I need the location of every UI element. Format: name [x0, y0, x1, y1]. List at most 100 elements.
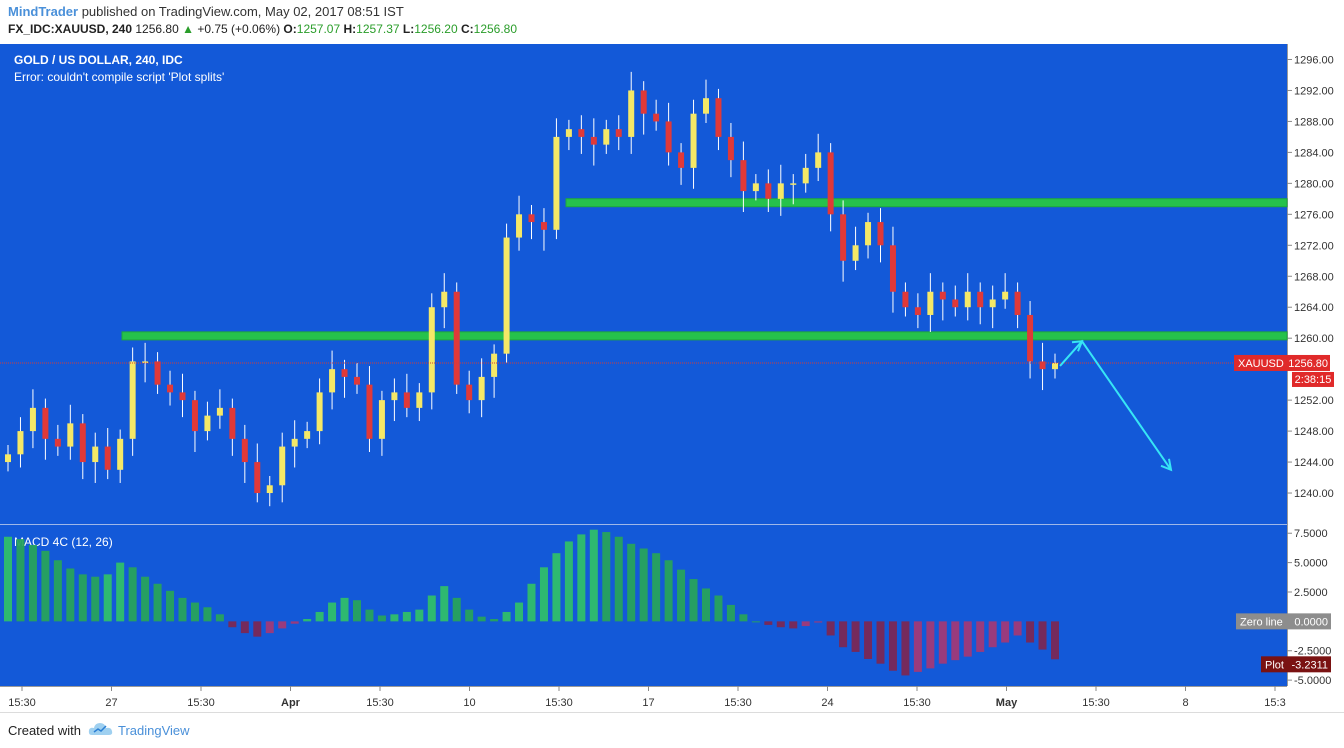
tradingview-brand-link[interactable]: TradingView [118, 723, 190, 738]
tradingview-cloud-icon[interactable] [88, 721, 114, 739]
time-tick-label: Apr [281, 697, 301, 709]
candle-down [740, 160, 747, 192]
candle-up [790, 183, 797, 185]
macd-bar [689, 579, 698, 622]
macd-bar [1051, 621, 1059, 660]
macd-bar [490, 619, 499, 622]
time-tick-label: 15:3 [1264, 697, 1285, 709]
candle-up [752, 183, 759, 192]
candle-up [503, 237, 510, 354]
candle-up [129, 361, 136, 439]
macd-bar [652, 553, 661, 622]
candle-up [291, 438, 298, 447]
macd-bar [477, 616, 486, 622]
macd-bar [776, 621, 785, 628]
candle-down [840, 214, 847, 261]
macd-tick-label: 2.5000 [1294, 587, 1328, 599]
candle-down [154, 361, 161, 385]
candle-down [104, 446, 111, 470]
candle-up [565, 129, 572, 137]
candle-up [117, 438, 124, 470]
time-tick-label: 27 [105, 697, 117, 709]
candle-down [640, 90, 647, 114]
axis-ticks: 1296.00 1292.00 1288.00 1284.00 1280.00 1276.… [8, 54, 1334, 709]
macd-bar [365, 609, 374, 622]
macd-bar [28, 544, 37, 622]
macd-bar [340, 597, 349, 622]
candle-up [553, 136, 560, 230]
macd-bar [976, 621, 985, 652]
macd-bar [801, 621, 810, 627]
candle-up [216, 407, 223, 416]
candle-down [827, 152, 834, 215]
candle-up [67, 423, 74, 447]
time-tick-label: 8 [1182, 697, 1188, 709]
macd-tick-label: 5.0000 [1294, 558, 1328, 570]
candle-up [603, 129, 610, 145]
macd-tick-label: 7.5000 [1294, 528, 1328, 540]
macd-bar [789, 621, 798, 629]
low-value: 1256.20 [414, 22, 458, 36]
symbol-label[interactable]: FX_IDC:XAUUSD, 240 [8, 22, 133, 36]
candle-up [17, 431, 24, 455]
macd-bar [103, 574, 112, 622]
candle-up [391, 392, 398, 401]
candle-down [241, 438, 248, 463]
candle-down [727, 136, 734, 161]
candle-up [516, 214, 523, 238]
macd-bar [814, 621, 823, 623]
candle-up [204, 415, 211, 432]
resistance-band-upper [565, 198, 1288, 208]
chart-area[interactable]: GOLD / US DOLLAR, 240, IDC Error: couldn… [0, 44, 1344, 712]
candle-down [42, 407, 49, 439]
created-with-text: Created with [8, 723, 81, 738]
macd-bar [639, 548, 648, 622]
macd-bar [278, 621, 287, 629]
macd-bar [265, 621, 274, 634]
candle-up [29, 407, 36, 432]
candle-up [142, 361, 149, 363]
candle-down [528, 214, 535, 223]
open-value: 1257.07 [296, 22, 341, 36]
candle-down [453, 291, 460, 385]
time-axis[interactable] [0, 686, 1287, 712]
time-tick-label: 24 [821, 697, 833, 709]
footer: Created with TradingView [0, 712, 1344, 748]
macd-bar [826, 621, 835, 636]
candle-up [815, 152, 822, 168]
price-tick-label: 1260.00 [1294, 333, 1334, 345]
price-tick-label: 1268.00 [1294, 271, 1334, 283]
price-tick-label: 1276.00 [1294, 209, 1334, 221]
macd-bar [16, 539, 25, 622]
candle-up [378, 400, 385, 439]
author-link[interactable]: MindTrader [8, 4, 79, 19]
time-tick-label: 15:30 [903, 697, 931, 709]
macd-bar [963, 621, 972, 657]
macd-bar [178, 597, 187, 622]
macd-bar [764, 621, 773, 625]
change-value: +0.75 (+0.06%) [197, 22, 281, 36]
macd-bar [153, 583, 162, 622]
forecast-arrow-head-down [1160, 458, 1173, 472]
macd-bar [128, 567, 137, 622]
candle-up [852, 245, 859, 261]
high-value: 1257.37 [356, 22, 400, 36]
countdown-badge [1292, 371, 1334, 387]
macd-tick-label: -2.5000 [1294, 646, 1331, 658]
macd-bar [839, 621, 848, 648]
macd-bar [1001, 621, 1010, 643]
time-tick-label: 15:30 [366, 697, 394, 709]
high-label: H: [343, 22, 357, 36]
candle-up [416, 392, 423, 408]
candle-up [5, 454, 11, 463]
chart-title: GOLD / US DOLLAR, 240, IDC [14, 53, 183, 67]
macd-bar [91, 576, 100, 622]
published-text: published on TradingView.com, May 02, 20… [81, 4, 404, 19]
chart-svg[interactable]: GOLD / US DOLLAR, 240, IDC Error: couldn… [0, 44, 1344, 712]
candle-down [615, 129, 622, 137]
candle-down [54, 438, 61, 447]
macd-bar [203, 607, 212, 622]
macd-bar [702, 588, 710, 622]
macd-bar [714, 595, 723, 622]
candle-up [329, 369, 336, 393]
